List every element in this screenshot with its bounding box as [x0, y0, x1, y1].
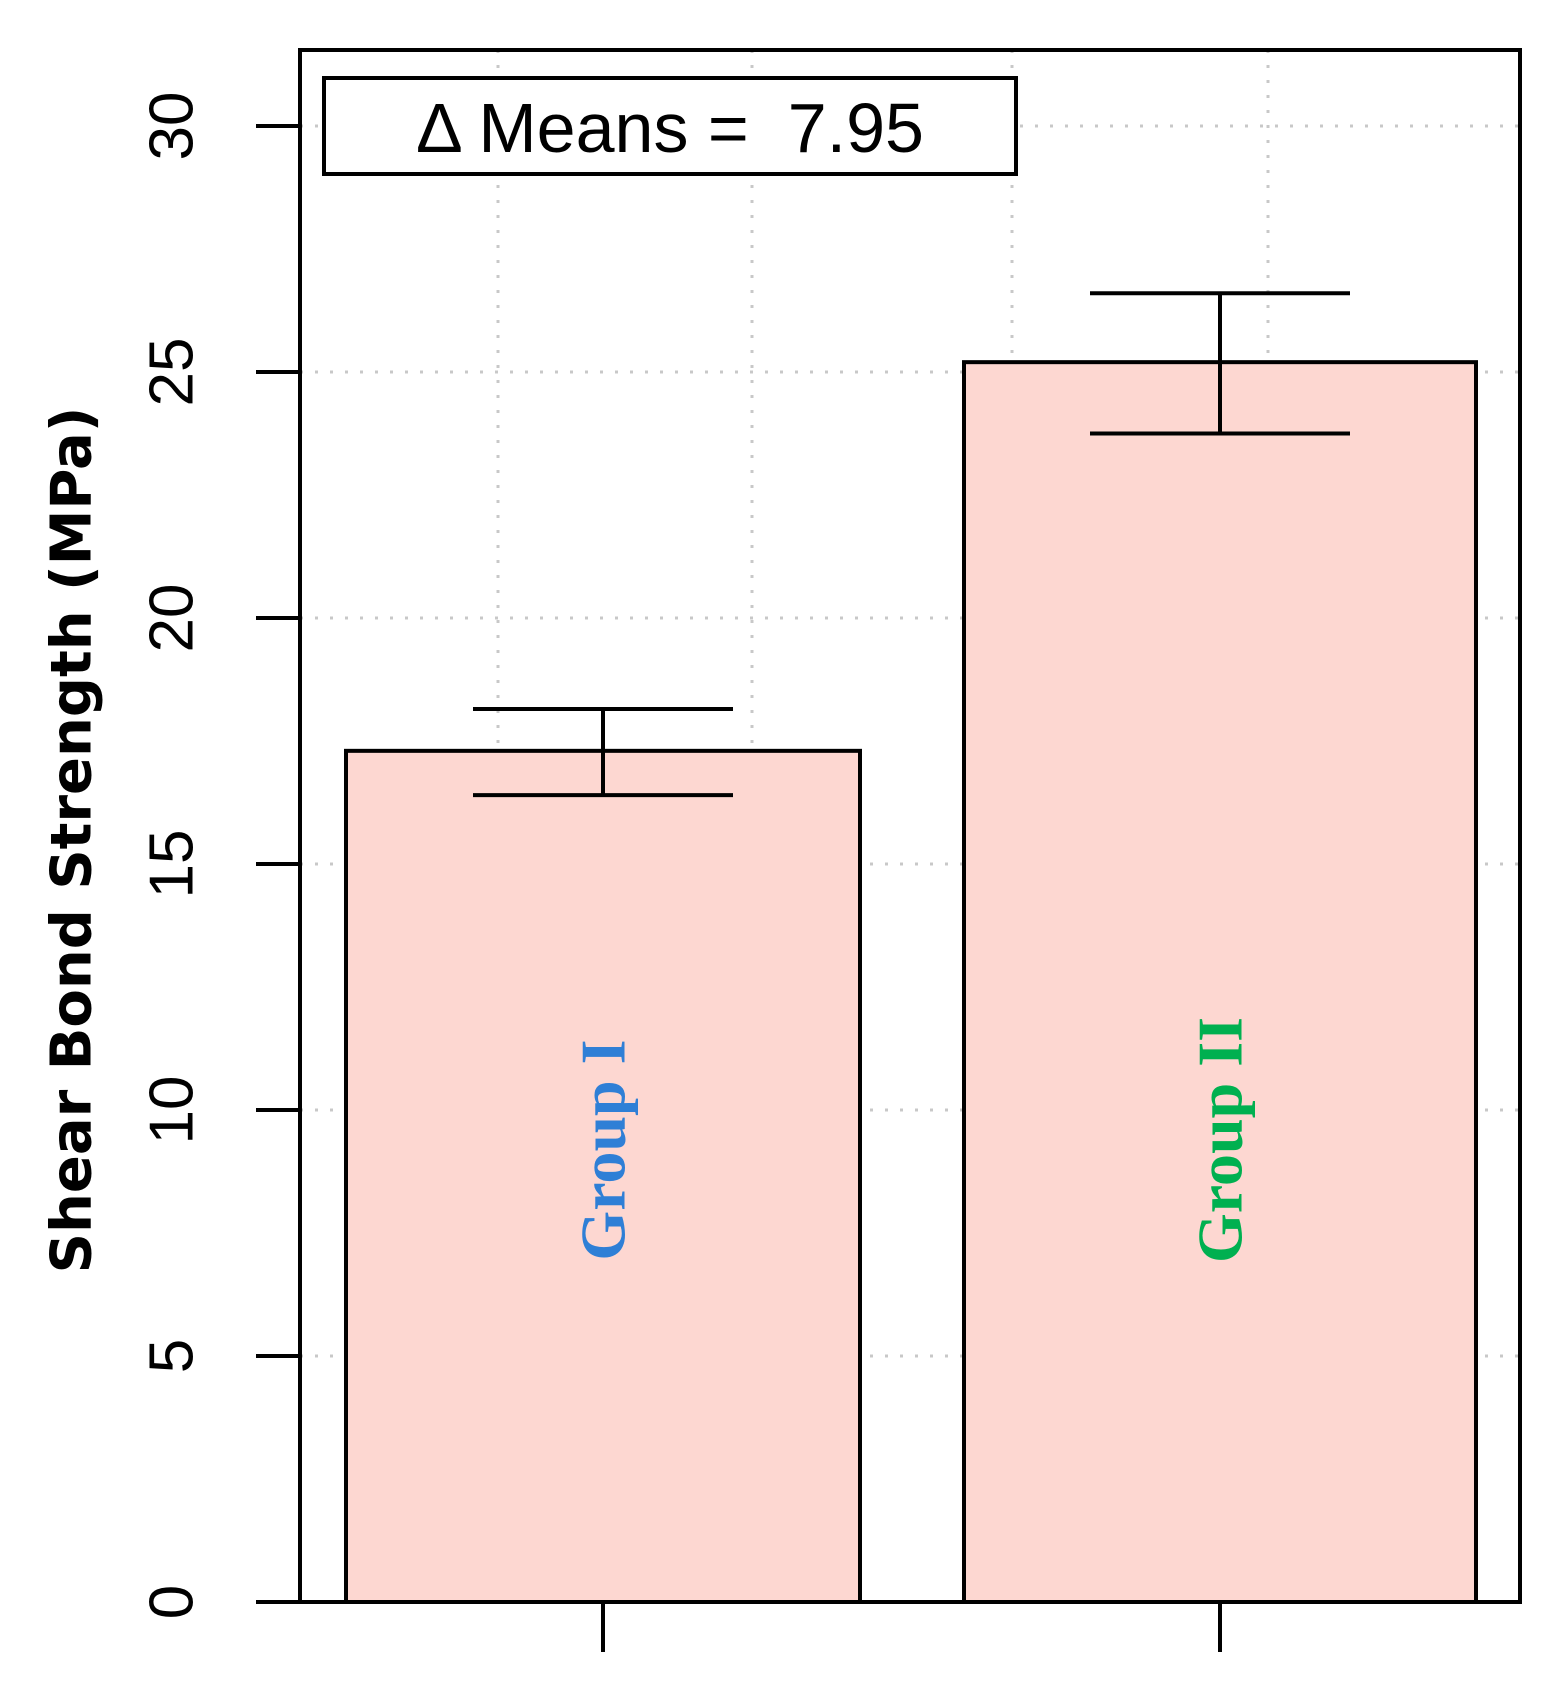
y-tick-label: 15: [138, 830, 207, 899]
bar-1: [344, 748, 862, 1604]
y-tick-label: 5: [138, 1339, 207, 1373]
y-axis: 0 5 10 15 20 25 30: [138, 92, 300, 1619]
annotation-frame: [322, 76, 1018, 176]
annotation-text: Δ Means = 7.95: [416, 89, 924, 167]
error-bars: [473, 291, 1350, 798]
y-tick-label: 10: [138, 1076, 207, 1145]
y-axis-title: Shear Bond Strength (MPa): [40, 407, 105, 1274]
bars: [344, 360, 1478, 1604]
annotation-box: Δ Means = 7.95: [322, 76, 1018, 176]
x-axis: [256, 1600, 1222, 1652]
y-tick-label: 30: [138, 92, 207, 161]
bar-label-1: Group I: [568, 1039, 639, 1260]
y-tick-label: 0: [138, 1585, 207, 1619]
y-tick-label: 20: [138, 584, 207, 653]
bar-2: [962, 360, 1478, 1604]
plot-frame: [298, 48, 1522, 1604]
y-tick-label: 25: [138, 338, 207, 407]
bar-label-2: Group II: [1185, 1017, 1256, 1263]
bar-labels: Group I Group II: [568, 1017, 1256, 1263]
